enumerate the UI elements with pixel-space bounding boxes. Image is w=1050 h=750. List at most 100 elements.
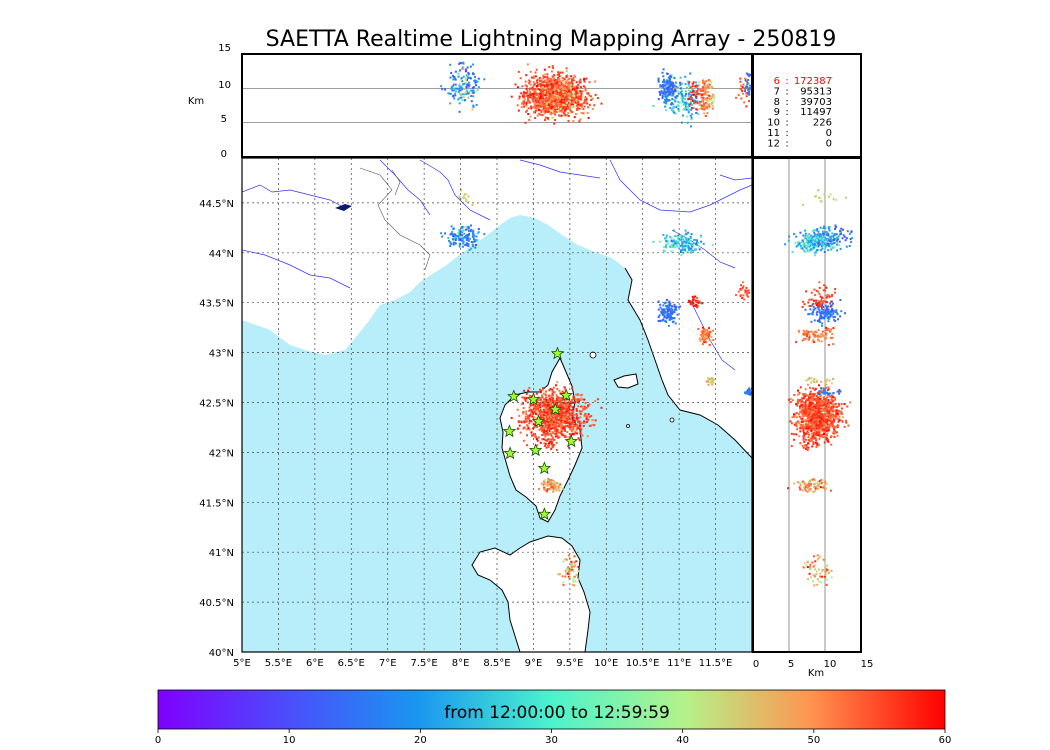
lightning-source-lat-alt: [821, 429, 824, 432]
lightning-source-lon-alt: [541, 80, 544, 83]
lon-label: 10°E: [594, 658, 618, 669]
lightning-source-lon-alt: [666, 82, 669, 85]
lightning-source-lon-alt: [676, 104, 679, 107]
lightning-source-lon-alt: [687, 97, 690, 100]
lightning-source-lon-alt: [572, 77, 575, 80]
lightning-source-lon-alt: [745, 105, 748, 108]
lightning-source: [671, 321, 674, 324]
lightning-source: [659, 306, 662, 309]
lightning-source-lat-alt: [835, 233, 838, 236]
lightning-source-lat-alt: [813, 393, 816, 396]
lightning-source-lon-alt: [708, 105, 711, 108]
lightning-source-lon-alt: [569, 95, 572, 98]
lightning-source-lon-alt: [557, 104, 560, 107]
lightning-source: [536, 407, 539, 410]
lightning-source: [559, 486, 562, 489]
lightning-source-lat-alt: [833, 246, 835, 249]
lightning-source: [475, 244, 477, 246]
lightning-source: [569, 428, 572, 431]
lightning-source-lat-alt: [804, 447, 807, 450]
lightning-source-lon-alt: [562, 85, 565, 88]
lightning-source-lon-alt: [556, 81, 558, 84]
lightning-source-lon-alt: [558, 84, 561, 87]
lightning-source-lon-alt: [550, 97, 553, 100]
lightning-source-lat-alt: [834, 228, 837, 230]
lightning-source-lon-alt: [662, 81, 665, 83]
lightning-source: [568, 418, 570, 421]
lightning-source-lat-alt: [817, 415, 820, 417]
lightning-source-lon-alt: [540, 89, 543, 92]
lightning-source-lon-alt: [682, 114, 684, 117]
lightning-source-lon-alt: [663, 94, 666, 97]
lightning-source: [554, 400, 557, 403]
lightning-source-lon-alt: [474, 76, 476, 79]
lightning-source-lat-alt: [838, 419, 841, 422]
lightning-source: [745, 294, 748, 297]
lightning-source-lon-alt: [474, 79, 477, 82]
lightning-source: [713, 379, 716, 382]
lightning-source: [462, 245, 464, 248]
lightning-source-lon-alt: [565, 67, 568, 70]
station-star-icon: [550, 346, 565, 360]
lightning-source-lon-alt: [538, 83, 541, 86]
lightning-source: [576, 419, 579, 421]
lightning-source-lat-alt: [805, 412, 808, 415]
lightning-source-lon-alt: [690, 108, 693, 111]
lightning-source-lat-alt: [798, 435, 801, 438]
lightning-source: [543, 427, 546, 430]
lightning-source-lon-alt: [460, 79, 463, 82]
lightning-source-lon-alt: [540, 79, 543, 82]
lightning-source-lat-alt: [807, 578, 809, 581]
lightning-source: [679, 244, 682, 247]
lightning-source-lon-alt: [545, 97, 548, 99]
lightning-source: [699, 301, 702, 304]
lightning-source: [470, 247, 473, 250]
lightning-source: [706, 330, 709, 333]
lightning-source: [539, 398, 542, 401]
lightning-source: [557, 485, 560, 488]
lightning-source-lon-alt: [472, 95, 475, 98]
lightning-source-lat-alt: [816, 410, 819, 413]
lightning-source-lon-alt: [565, 94, 568, 97]
lightning-source: [526, 415, 529, 418]
lightning-source-lat-alt: [798, 393, 801, 395]
lightning-source-lat-alt: [792, 438, 795, 441]
lightning-source-lon-alt: [676, 86, 679, 89]
lightning-source-lat-alt: [827, 569, 830, 571]
lightning-source-lat-alt: [837, 238, 840, 241]
lightning-source-lon-alt: [706, 112, 709, 115]
lightning-source-lon-alt: [524, 92, 527, 94]
lightning-source-lon-alt: [690, 116, 693, 119]
lightning-source-lat-alt: [840, 411, 843, 414]
lightning-source: [549, 407, 552, 410]
lightning-source-lon-alt: [588, 81, 591, 84]
lightning-source-lon-alt: [569, 105, 572, 108]
lightning-source-lat-alt: [803, 245, 806, 248]
lightning-source: [548, 397, 551, 400]
lightning-source: [575, 560, 578, 563]
lightning-source: [680, 254, 683, 257]
lightning-source-lat-alt: [812, 490, 815, 493]
lightning-source-lat-alt: [818, 395, 821, 398]
lightning-source-lat-alt: [804, 413, 807, 416]
lightning-source: [561, 412, 564, 415]
lightning-source-lat-alt: [810, 402, 813, 405]
lightning-source-lon-alt: [560, 84, 563, 87]
longitude-labels: 5°E 5.5°E 6°E 6.5°E 7°E 7.5°E 8°E 8.5°E 9°E 9.5°E…: [233, 658, 732, 669]
lightning-source-lat-alt: [787, 239, 790, 242]
lightning-source-lon-alt: [666, 80, 669, 83]
lightning-source-lon-alt: [674, 96, 677, 99]
lightning-source-lat-alt: [819, 394, 822, 397]
lightning-source-lon-alt: [703, 104, 706, 107]
lightning-source: [555, 414, 558, 417]
lightning-source-lon-alt: [692, 98, 695, 101]
lightning-source-lat-alt: [808, 408, 811, 411]
lightning-source-lon-alt: [568, 96, 571, 99]
lightning-source-lon-alt: [665, 98, 668, 101]
lightning-source-lon-alt: [580, 93, 583, 96]
lightning-source: [543, 412, 546, 415]
lightning-source: [702, 328, 705, 331]
lightning-source-lon-alt: [551, 75, 554, 78]
lightning-source: [449, 242, 452, 245]
lightning-source: [686, 239, 689, 242]
